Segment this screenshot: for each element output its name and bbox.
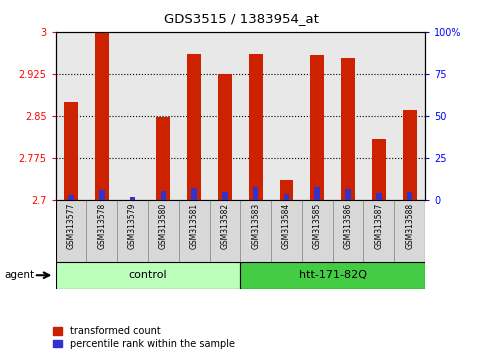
Text: agent: agent [5, 270, 35, 280]
Bar [240, 200, 271, 262]
Bar [156, 117, 170, 200]
Bar [86, 200, 117, 262]
Bar [302, 200, 333, 262]
Bar [191, 188, 197, 200]
Text: GSM313581: GSM313581 [190, 203, 199, 249]
Text: GSM313579: GSM313579 [128, 203, 137, 250]
Bar [372, 139, 386, 200]
Text: GDS3515 / 1383954_at: GDS3515 / 1383954_at [164, 12, 319, 25]
Bar [407, 193, 412, 200]
Bar [341, 58, 355, 200]
Bar [345, 189, 351, 200]
Text: GSM313577: GSM313577 [67, 203, 75, 250]
Bar [314, 187, 320, 200]
Bar [56, 262, 241, 289]
Bar [99, 190, 104, 200]
Bar [271, 200, 302, 262]
Text: GSM313582: GSM313582 [220, 203, 229, 249]
Bar [376, 193, 382, 200]
Bar [311, 55, 324, 200]
Bar [148, 200, 179, 262]
Bar [253, 187, 258, 200]
Bar [218, 74, 232, 200]
Bar [280, 181, 293, 200]
Text: GSM313583: GSM313583 [251, 203, 260, 249]
Bar [117, 200, 148, 262]
Bar [284, 194, 289, 200]
Bar [222, 192, 227, 200]
Bar [249, 54, 263, 200]
Bar [56, 200, 86, 262]
Text: GSM313584: GSM313584 [282, 203, 291, 249]
Text: GSM313585: GSM313585 [313, 203, 322, 249]
Bar [68, 195, 74, 200]
Bar [210, 200, 240, 262]
Bar [130, 198, 135, 200]
Bar [240, 262, 425, 289]
Text: control: control [128, 270, 167, 280]
Bar [160, 191, 166, 200]
Bar [187, 54, 201, 200]
Text: htt-171-82Q: htt-171-82Q [298, 270, 367, 280]
Bar [333, 200, 364, 262]
Bar [403, 110, 416, 200]
Bar [179, 200, 210, 262]
Bar [394, 200, 425, 262]
Text: GSM313586: GSM313586 [343, 203, 353, 249]
Text: GSM313587: GSM313587 [374, 203, 384, 249]
Text: GSM313580: GSM313580 [159, 203, 168, 249]
Bar [95, 33, 109, 200]
Bar [64, 102, 78, 200]
Legend: transformed count, percentile rank within the sample: transformed count, percentile rank withi… [53, 326, 235, 349]
Bar [364, 200, 394, 262]
Text: GSM313578: GSM313578 [97, 203, 106, 249]
Text: GSM313588: GSM313588 [405, 203, 414, 249]
